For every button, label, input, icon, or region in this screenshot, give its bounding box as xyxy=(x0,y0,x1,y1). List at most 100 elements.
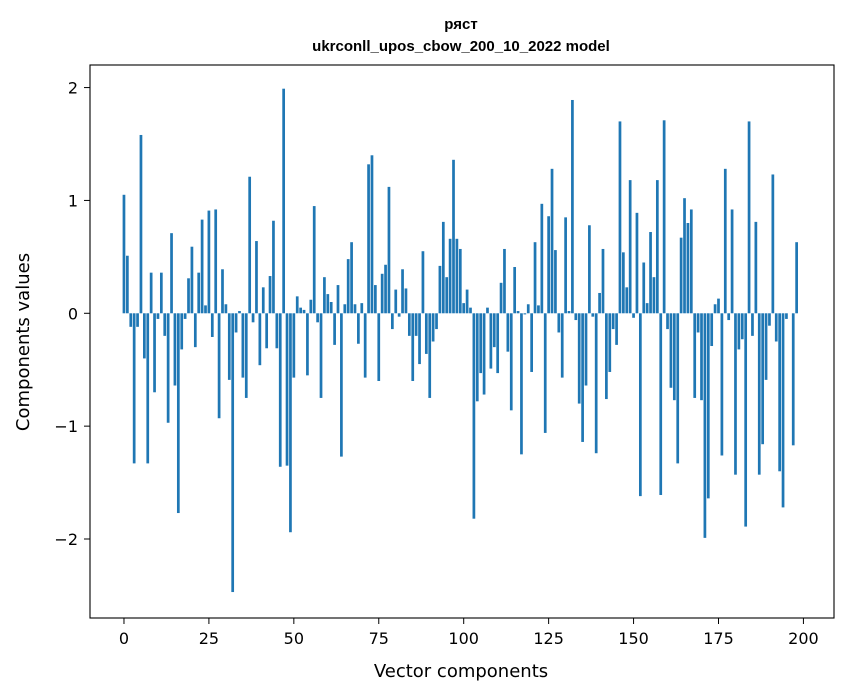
bar xyxy=(173,313,177,386)
bar xyxy=(635,212,639,314)
bar xyxy=(333,313,336,345)
x-tick-label: 75 xyxy=(369,629,389,648)
bar xyxy=(448,238,452,314)
bar xyxy=(533,242,537,314)
bar xyxy=(312,206,316,314)
bar xyxy=(632,313,635,318)
bar xyxy=(411,313,415,381)
bar xyxy=(265,313,269,349)
bar xyxy=(438,265,442,314)
bar xyxy=(329,302,333,314)
bar xyxy=(394,289,398,314)
bar xyxy=(740,313,744,340)
bar xyxy=(791,313,795,446)
bar xyxy=(774,313,778,342)
x-tick-label: 25 xyxy=(199,629,219,648)
bar xyxy=(666,313,669,330)
bar xyxy=(390,313,394,330)
y-tick-label: 0 xyxy=(68,304,78,323)
bar xyxy=(340,313,343,457)
bar xyxy=(295,296,299,314)
bar xyxy=(486,307,489,314)
bar xyxy=(710,313,714,347)
bar xyxy=(190,246,194,314)
bar xyxy=(142,313,146,359)
bar xyxy=(122,194,126,314)
bar xyxy=(543,313,547,433)
bar xyxy=(737,313,741,350)
bar xyxy=(655,180,659,314)
bar xyxy=(547,216,550,314)
bar xyxy=(706,313,710,499)
bar xyxy=(452,159,455,314)
bar xyxy=(350,242,353,314)
bar xyxy=(520,313,523,455)
bars-group xyxy=(122,88,798,593)
bar xyxy=(594,313,598,454)
bar xyxy=(499,282,503,314)
bar xyxy=(472,313,476,519)
bar xyxy=(380,273,384,314)
x-tick-label: 50 xyxy=(284,629,304,648)
bar xyxy=(241,313,245,378)
bar xyxy=(571,99,574,314)
bar xyxy=(537,305,540,314)
bar xyxy=(659,313,663,495)
bar xyxy=(652,277,656,314)
bar xyxy=(771,174,775,314)
bar xyxy=(615,313,618,345)
bar xyxy=(387,186,391,314)
bar xyxy=(227,313,231,380)
bar xyxy=(768,313,771,326)
bar xyxy=(672,313,676,401)
bar xyxy=(132,313,136,464)
bar xyxy=(689,209,693,314)
bar xyxy=(584,313,588,386)
bar xyxy=(618,121,622,314)
bar xyxy=(319,313,323,398)
bar xyxy=(727,313,731,321)
bar xyxy=(435,313,438,330)
bar xyxy=(129,313,133,327)
bar xyxy=(401,269,404,314)
bar xyxy=(126,255,129,314)
bar xyxy=(781,313,785,508)
bar xyxy=(734,313,737,475)
bar xyxy=(761,313,765,445)
bar xyxy=(268,276,272,314)
bar xyxy=(526,304,530,314)
bar xyxy=(744,313,748,527)
bar xyxy=(608,313,612,372)
bar xyxy=(343,304,347,314)
bar xyxy=(564,217,567,314)
bar xyxy=(238,311,241,314)
bar xyxy=(540,203,544,314)
bar xyxy=(316,313,319,323)
bar xyxy=(207,210,211,314)
bar xyxy=(397,313,401,317)
bar xyxy=(299,307,302,314)
bar xyxy=(445,277,449,314)
bar xyxy=(306,313,309,376)
bar xyxy=(404,288,408,314)
y-axis-label: Components values xyxy=(13,253,34,431)
bar xyxy=(503,248,506,314)
bar xyxy=(492,313,496,348)
bar xyxy=(170,233,173,314)
bar xyxy=(282,88,286,314)
bar xyxy=(642,262,646,314)
chart-title-line2: ukrconll_upos_cbow_200_10_2022 model xyxy=(312,38,610,55)
bar xyxy=(683,198,686,314)
y-tick-label: −1 xyxy=(54,417,78,436)
bar xyxy=(407,313,411,336)
bar xyxy=(455,238,459,314)
bar xyxy=(557,313,561,333)
bar xyxy=(764,313,768,380)
bar xyxy=(747,121,751,314)
x-tick-label: 100 xyxy=(448,629,479,648)
y-tick-label: −2 xyxy=(54,530,78,549)
bar xyxy=(795,242,798,314)
bar xyxy=(462,303,466,314)
bar xyxy=(353,304,357,314)
